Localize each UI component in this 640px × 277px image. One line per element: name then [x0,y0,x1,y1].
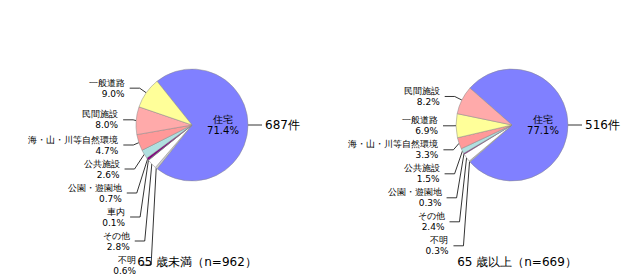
svg-text:0.6%: 0.6% [113,266,136,276]
svg-text:1.5%: 1.5% [417,174,440,184]
svg-text:6.9%: 6.9% [415,126,438,136]
svg-text:公共施設: 公共施設 [84,159,120,169]
svg-text:8.0%: 8.0% [95,120,118,130]
svg-text:4.7%: 4.7% [95,146,118,156]
svg-text:2.4%: 2.4% [422,222,445,232]
svg-text:公園・遊園地: 公園・遊園地 [388,187,442,197]
svg-text:車内: 車内 [107,207,125,217]
svg-text:0.7%: 0.7% [99,194,122,204]
svg-text:不明: 不明 [118,255,136,265]
svg-text:71.4%: 71.4% [207,125,239,136]
svg-text:民間施設: 民間施設 [404,86,440,96]
svg-text:9.0%: 9.0% [102,89,125,99]
svg-text:住宅: 住宅 [213,114,233,125]
svg-text:0.3%: 0.3% [426,246,449,256]
svg-text:海・山・川等自然環境: 海・山・川等自然環境 [28,135,118,145]
svg-text:住宅: 住宅 [533,114,553,125]
svg-text:その他: その他 [418,211,445,221]
svg-text:民間施設: 民間施設 [82,109,118,119]
svg-text:0.1%: 0.1% [102,218,125,228]
svg-text:公共施設: 公共施設 [404,163,440,173]
svg-text:海・山・川等自然環境: 海・山・川等自然環境 [348,139,438,149]
svg-text:3.3%: 3.3% [416,150,439,160]
svg-text:一般道路: 一般道路 [89,78,125,88]
svg-text:77.1%: 77.1% [527,125,559,136]
svg-text:その他: その他 [103,231,130,241]
svg-text:65 歳未満（n=962）: 65 歳未満（n=962） [137,255,257,269]
svg-text:0.3%: 0.3% [419,198,442,208]
svg-text:公園・遊園地: 公園・遊園地 [68,183,122,193]
svg-text:687件: 687件 [265,118,300,132]
svg-text:8.2%: 8.2% [417,97,440,107]
svg-text:65 歳以上（n=669）: 65 歳以上（n=669） [457,255,577,269]
svg-text:2.6%: 2.6% [97,170,120,180]
svg-text:不明: 不明 [430,235,448,245]
svg-text:一般道路: 一般道路 [402,115,438,125]
svg-text:516件: 516件 [585,118,620,132]
svg-text:2.8%: 2.8% [107,242,130,252]
